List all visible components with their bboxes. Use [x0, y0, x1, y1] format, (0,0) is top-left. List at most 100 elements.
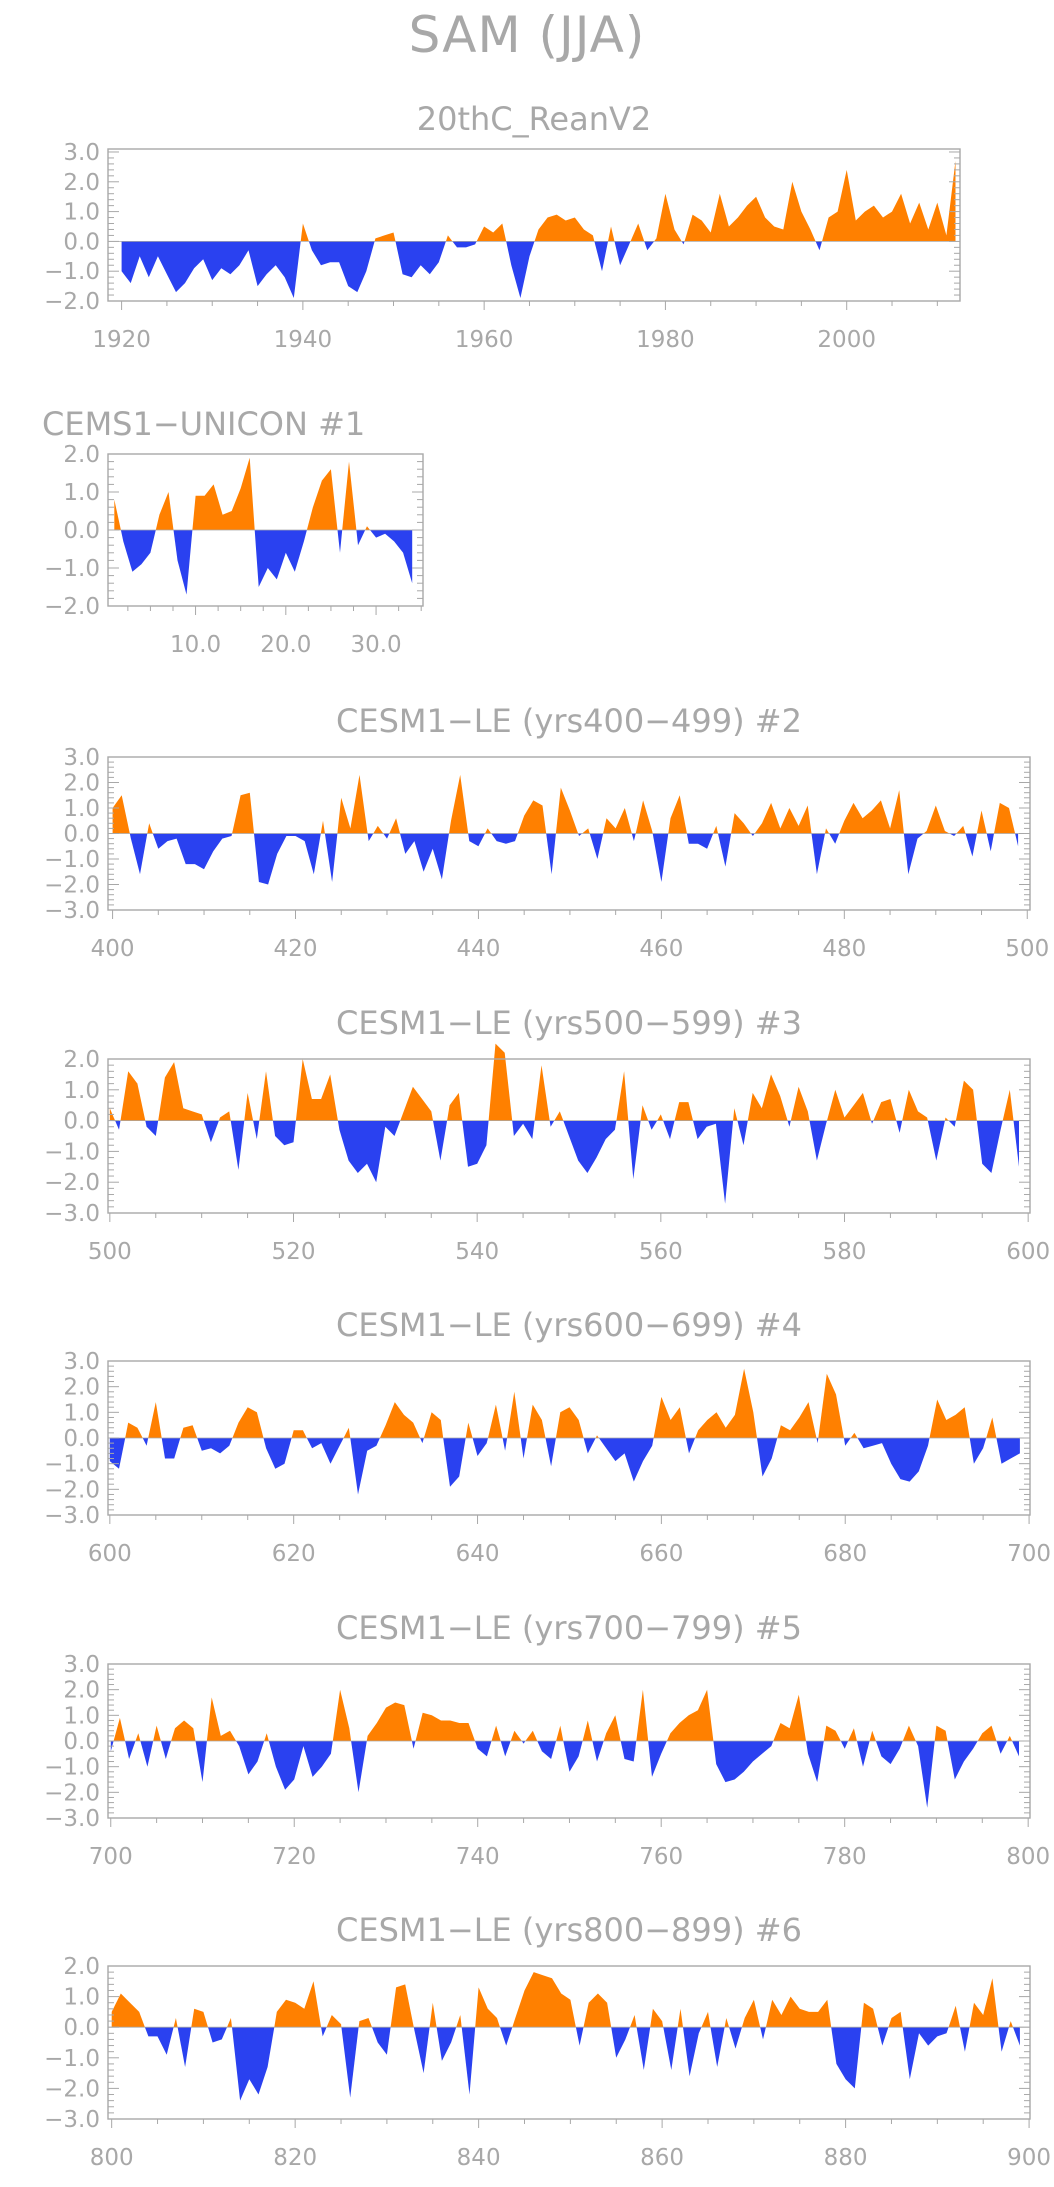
negative-area-segment: [713, 1741, 774, 1783]
negative-area-segment: [965, 833, 977, 857]
y-tick-label: −2.0: [44, 1780, 100, 1806]
x-tick-label: 880: [824, 2145, 868, 2171]
positive-area-segment: [724, 2018, 730, 2028]
chart-panel-7: CESM1−LE (yrs800−899) #6 2.0 1.0 0.0 −1.0 −2.…: [44, 1911, 1051, 2171]
x-tick-label: 20.0: [260, 632, 311, 658]
negative-area-segment: [806, 1741, 824, 1783]
positive-area-segment: [603, 808, 632, 834]
y-tick-label: 2.0: [63, 1954, 100, 1980]
negative-area-segment: [321, 2027, 327, 2037]
positive-area-segment: [192, 457, 255, 530]
x-tick-label: 560: [639, 1239, 683, 1265]
positive-area-segment: [777, 1402, 817, 1438]
negative-area-segment: [636, 2027, 651, 2070]
negative-area-segment: [472, 1438, 488, 1456]
negative-area-segment: [367, 833, 374, 842]
y-tick-label: 2.0: [63, 442, 100, 468]
x-tick-label: 1980: [636, 327, 695, 353]
negative-area-segment: [614, 241, 631, 266]
negative-area-segment: [142, 1438, 149, 1446]
negative-area-segment: [521, 1741, 526, 1744]
x-tick-label: 860: [640, 2145, 684, 2171]
positive-area-segment: [713, 825, 718, 834]
negative-area-segment: [620, 1741, 637, 1762]
positive-area-segment: [986, 1417, 997, 1438]
negative-area-segment: [506, 241, 535, 298]
negative-area-segment: [263, 1438, 292, 1469]
y-tick-label: 1.0: [63, 480, 100, 506]
negative-area-segment: [575, 2027, 584, 2046]
negative-area-segment: [109, 1438, 126, 1469]
positive-area-segment: [153, 1725, 161, 1741]
positive-area-segment: [603, 1715, 621, 1741]
negative-area-segment: [173, 530, 193, 595]
positive-area-segment: [747, 1074, 788, 1121]
y-tick-label: −3.0: [44, 898, 100, 924]
positive-area-segment: [595, 1435, 599, 1438]
plot-frame: [107, 148, 961, 302]
chart-panel-6: CESM1−LE (yrs700−799) #5 3.02.01.00.0−1.0…: [44, 1609, 1050, 1870]
positive-area-segment: [373, 825, 384, 834]
negative-area-segment: [986, 833, 994, 852]
negative-area-segment: [254, 530, 307, 587]
positive-area-segment: [534, 1065, 550, 1121]
negative-area-segment: [411, 1741, 416, 1749]
negative-area-segment: [947, 1741, 978, 1780]
negative-area-segment: [648, 1741, 667, 1777]
x-tick-label: 1920: [92, 327, 151, 353]
y-tick-label: 0.0: [63, 822, 100, 848]
negative-area-segment: [152, 833, 233, 870]
positive-area-segment: [657, 1114, 664, 1121]
y-tick-label: 3.0: [63, 1349, 100, 1375]
positive-area-segment: [823, 1725, 841, 1741]
negative-area-segment: [372, 2027, 391, 2055]
negative-area-segment: [927, 1120, 945, 1161]
positive-area-segment: [155, 492, 174, 530]
negative-area-segment: [996, 1438, 1020, 1464]
negative-area-segment: [232, 2027, 275, 2101]
negative-area-segment: [350, 1438, 380, 1495]
x-tick-label: 640: [456, 1541, 500, 1567]
positive-area-segment: [120, 1071, 146, 1121]
x-tick-label: 1940: [274, 327, 333, 353]
negative-area-segment: [877, 2027, 889, 2046]
negative-area-segment: [268, 1741, 333, 1790]
negative-area-segment: [949, 833, 957, 836]
negative-area-segment: [452, 241, 477, 248]
positive-area-segment: [264, 1733, 269, 1741]
y-tick-label: −2.0: [44, 1477, 100, 1503]
positive-area-segment: [158, 1062, 204, 1121]
positive-area-segment: [171, 1720, 196, 1741]
negative-area-segment: [433, 1120, 448, 1161]
x-tick-label: 460: [639, 936, 683, 962]
x-tick-label: 660: [639, 1541, 683, 1567]
y-tick-label: 2.0: [63, 170, 100, 196]
panel-title: CEMS1−UNICON #1: [42, 405, 365, 443]
positive-area-segment: [366, 1702, 412, 1741]
negative-area-segment: [395, 241, 446, 278]
positive-area-segment: [582, 828, 590, 834]
negative-area-segment: [400, 833, 449, 880]
positive-area-segment: [923, 805, 950, 834]
x-tick-label: 400: [91, 936, 135, 962]
positive-area-segment: [701, 2011, 711, 2028]
y-tick-label: −1.0: [44, 847, 100, 873]
positive-area-segment: [125, 1422, 143, 1438]
positive-area-segment: [507, 1391, 521, 1438]
negative-area-segment: [500, 1741, 511, 1757]
positive-area-segment: [485, 828, 492, 834]
x-tick-label: 540: [455, 1239, 499, 1265]
y-tick-label: −1.0: [44, 1452, 100, 1478]
positive-area-segment: [555, 787, 579, 834]
positive-area-segment: [274, 1981, 322, 2028]
positive-area-segment: [850, 1432, 858, 1438]
negative-area-segment: [871, 1120, 874, 1124]
negative-area-segment: [816, 1438, 819, 1444]
panel-title: CESM1−LE (yrs600−699) #4: [336, 1306, 802, 1344]
positive-area-segment: [244, 1092, 254, 1121]
positive-area-segment: [654, 193, 682, 242]
x-tick-label: 600: [1006, 1239, 1050, 1265]
positive-area-segment: [180, 1425, 198, 1438]
x-tick-label: 2000: [817, 327, 876, 353]
y-tick-label: −2.0: [44, 873, 100, 899]
